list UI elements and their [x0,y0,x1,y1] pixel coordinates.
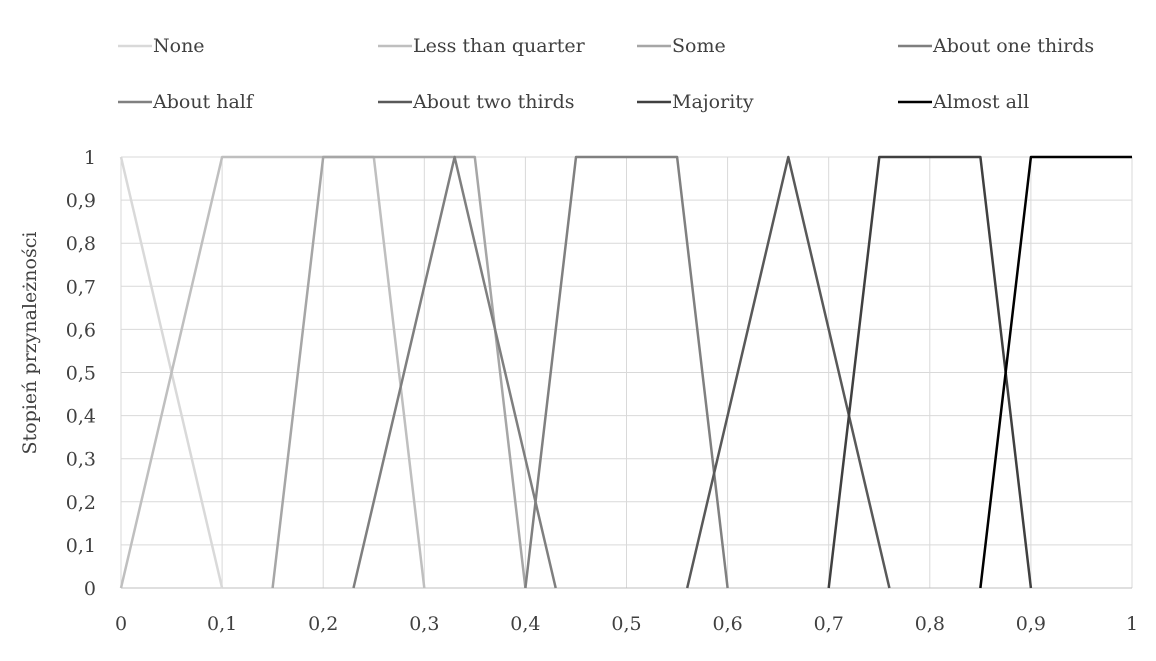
y-tick-label: 1 [84,147,96,169]
legend-label-majority: Majority [672,91,754,113]
series-line-about-one-thirds [352,155,557,589]
x-tick-label: 1 [1126,613,1138,635]
y-tick-label: 0,8 [66,233,96,255]
x-tick-label: 0,4 [510,613,540,635]
x-tick-label: 0 [115,613,127,635]
x-tick-label: 0,5 [611,613,641,635]
y-tick-label: 0,9 [66,190,96,212]
legend-label-about-two-thirds: About two thirds [412,91,575,113]
x-tick-label: 0,9 [1016,613,1046,635]
x-tick-label: 0,6 [712,613,742,635]
x-tick-label: 0,2 [308,613,338,635]
series-line-about-half [524,155,729,589]
series-line-some [271,155,527,589]
y-tick-label: 0,2 [66,492,96,514]
x-tick-labels: 0 0,1 0,2 0,3 0,4 0,5 0,6 0,7 0,8 0,9 1 [115,613,1138,635]
legend-label-none: None [153,35,205,57]
y-tick-label: 0,1 [66,535,96,557]
legend-label-almost-all: Almost all [932,91,1029,113]
legend: None Less than quarter Some About one third… [118,35,1094,113]
y-tick-label: 0,7 [66,276,96,298]
legend-label-some: Some [672,35,726,57]
series-line-about-two-thirds [685,155,891,589]
y-tick-label: 0 [84,578,96,600]
x-tick-label: 0,7 [814,613,844,635]
series-line-less-than-quarter [119,155,426,589]
legend-label-about-half: About half [152,91,255,113]
y-tick-label: 0,4 [66,406,96,428]
legend-label-less-than-quarter: Less than quarter [413,35,586,57]
y-tick-label: 0,6 [66,319,96,341]
x-tick-label: 0,3 [409,613,439,635]
y-axis-title: Stopień przynależności [19,232,41,455]
series-lines [119,155,1132,589]
y-tick-label: 0,5 [66,363,96,385]
series-line-almost-all [979,155,1132,589]
x-tick-label: 0,1 [207,613,237,635]
y-tick-labels: 0 0,1 0,2 0,3 0,4 0,5 0,6 0,7 0,8 0,9 1 [66,147,96,600]
legend-label-about-one-thirds: About one thirds [932,35,1094,57]
x-tick-label: 0,8 [915,613,945,635]
y-tick-label: 0,3 [66,449,96,471]
grid-lines [120,156,1133,588]
